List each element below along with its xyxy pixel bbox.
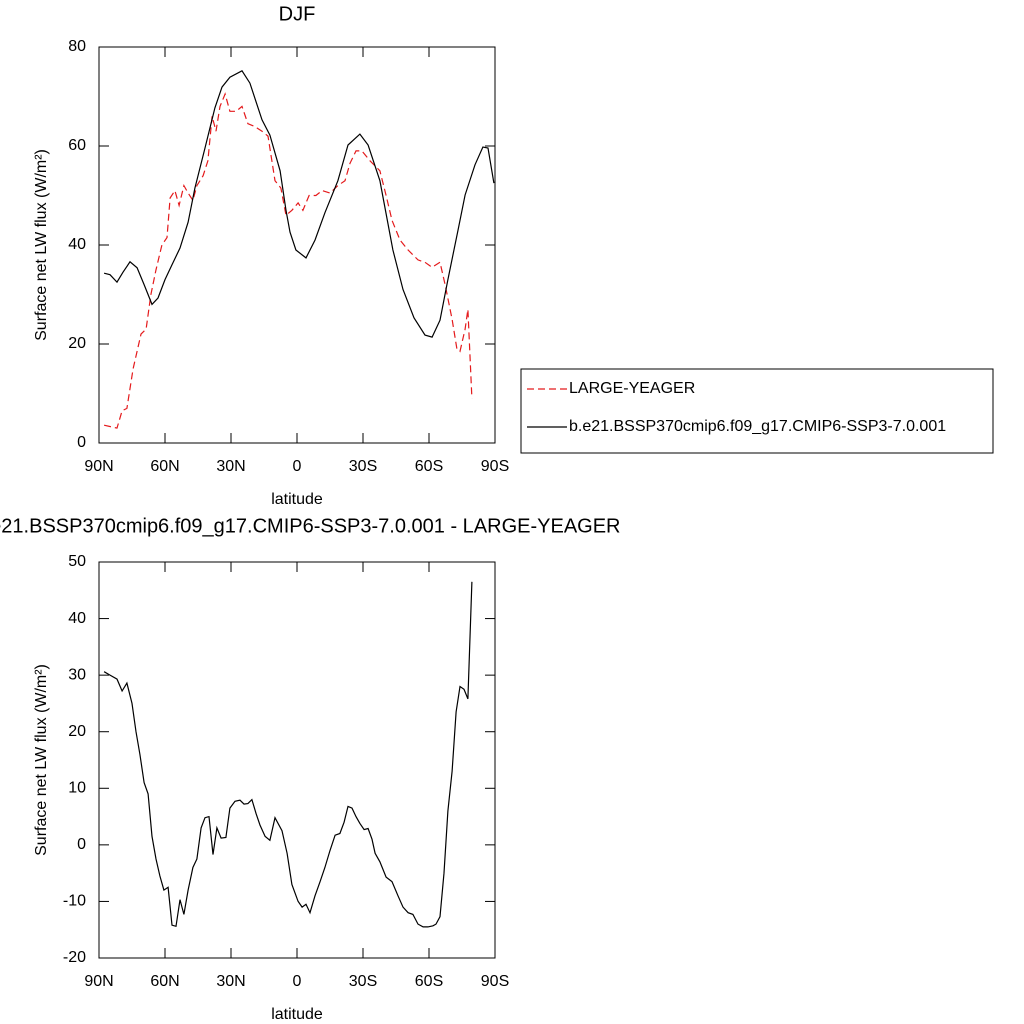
data-line (103, 70, 495, 338)
x-tick-label: 30S (349, 973, 377, 990)
x-tick-label: 90S (481, 973, 509, 990)
x-tick-label: 30N (216, 458, 245, 475)
x-tick-label: 90N (84, 458, 113, 475)
y-tick-label: 50 (68, 553, 86, 570)
x-tick-label: 60S (415, 973, 443, 990)
y-tick-label: 0 (77, 434, 86, 451)
x-tick-label: 60S (415, 458, 443, 475)
x-tick-label: 30N (216, 973, 245, 990)
chart-title: b.e21.BSSP370cmip6.f09_g17.CMIP6-SSP3-7.… (0, 515, 621, 537)
plot-frame (98, 561, 496, 959)
y-tick-label: 10 (68, 780, 86, 797)
y-tick-label: 0 (77, 836, 86, 853)
legend: LARGE-YEAGER b.e21.BSSP370cmip6.f09_g17.C… (520, 368, 994, 454)
x-tick-label: 90S (481, 458, 509, 475)
chart-title: DJF (279, 3, 316, 25)
plot-frame (98, 46, 496, 444)
x-axis-label: latitude (271, 491, 323, 508)
y-tick-label: -10 (63, 893, 86, 910)
y-tick-label: 40 (68, 236, 86, 253)
y-tick-label: 40 (68, 610, 86, 627)
x-tick-label: 90N (84, 973, 113, 990)
x-tick-label: 0 (293, 458, 302, 475)
x-tick-label: 60N (150, 973, 179, 990)
legend-box (520, 368, 994, 454)
data-line (103, 92, 473, 429)
y-tick-label: -20 (63, 949, 86, 966)
x-axis-label: latitude (271, 1006, 323, 1023)
legend-label: b.e21.BSSP370cmip6.f09_g17.CMIP6-SSP3-7.… (569, 418, 946, 435)
y-tick-label: 80 (68, 38, 86, 55)
data-line (103, 581, 473, 928)
x-tick-label: 30S (349, 458, 377, 475)
x-tick-label: 0 (293, 973, 302, 990)
y-tick-label: 30 (68, 666, 86, 683)
x-tick-label: 60N (150, 458, 179, 475)
y-tick-label: 20 (68, 335, 86, 352)
y-axis-label: Surface net LW flux (W/m²) (33, 149, 50, 341)
y-tick-label: 60 (68, 137, 86, 154)
legend-label: LARGE-YEAGER (569, 380, 695, 397)
y-axis-label: Surface net LW flux (W/m²) (33, 664, 50, 856)
y-tick-label: 20 (68, 723, 86, 740)
